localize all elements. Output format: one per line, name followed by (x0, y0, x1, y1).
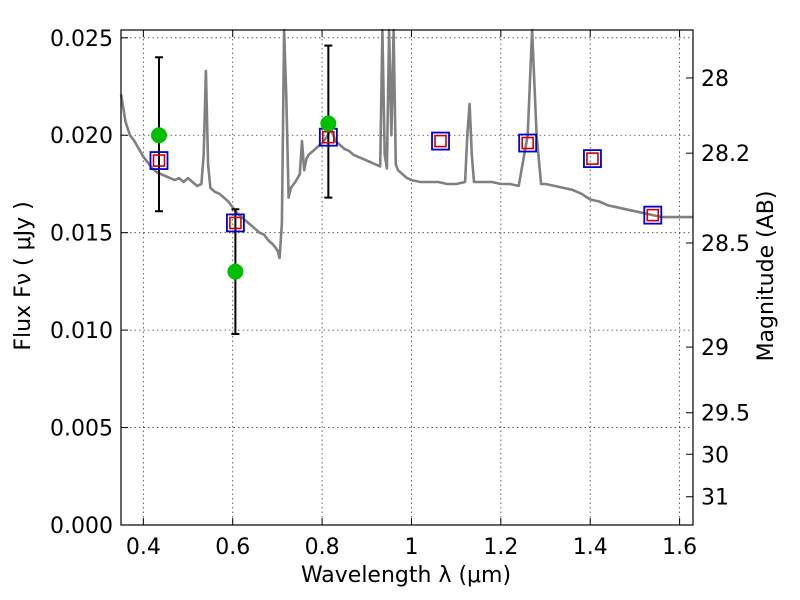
model-photometry-point (431, 131, 450, 151)
ticks (121, 30, 693, 526)
right-tick-label: 28.2 (701, 142, 750, 167)
model-photometry-layer (149, 127, 663, 233)
observed-point (227, 263, 244, 280)
model-photometry-point (149, 151, 169, 170)
x-tick-label: 0.6 (215, 535, 250, 560)
y-tick-label: 0.015 (50, 222, 113, 247)
y-tick-label: 0.000 (50, 514, 113, 539)
x-tick-label: 1.2 (483, 535, 518, 560)
x-tick-label: 1 (404, 535, 418, 560)
y-axis-label: Flux Fν ( μJy ) (11, 201, 36, 350)
right-tick-label: 28.5 (701, 232, 750, 257)
model-photometry-point (583, 149, 602, 169)
right-tick-label: 28 (701, 67, 729, 92)
x-tick-label: 0.8 (305, 535, 340, 560)
model-photometry-point (225, 213, 245, 233)
y-tick-label: 0.010 (50, 319, 113, 344)
x-tick-label: 0.4 (126, 535, 161, 560)
x-tick-label: 1.6 (662, 535, 697, 560)
y-tick-label: 0.020 (50, 124, 113, 149)
y-tick-label: 0.005 (50, 417, 113, 442)
tick-labels: 0.4 0.6 0.8 1 1.2 1.4 1.6 0.000 0.005 0.010 0.015 0… (50, 27, 750, 560)
spectrum-layer (119, 28, 693, 260)
plot-background (121, 30, 693, 525)
x-axis-label: Wavelength λ (μm) (301, 563, 511, 588)
right-tick-label: 29 (701, 336, 729, 361)
observed-point (320, 115, 337, 132)
observed-photometry-layer (150, 115, 337, 280)
model-photometry-point (643, 205, 663, 225)
y-axis-right-label: Magnitude (AB) (754, 191, 779, 362)
right-tick-label: 30 (701, 443, 729, 468)
observed-point (150, 127, 167, 144)
model-photometry-point (518, 133, 538, 153)
right-tick-label: 29.5 (701, 402, 750, 427)
right-tick-label: 31 (701, 486, 729, 511)
plot-frame (120, 29, 694, 526)
y-tick-label: 0.025 (50, 27, 113, 52)
spectrum-line (119, 28, 693, 260)
x-tick-label: 1.4 (573, 535, 608, 560)
